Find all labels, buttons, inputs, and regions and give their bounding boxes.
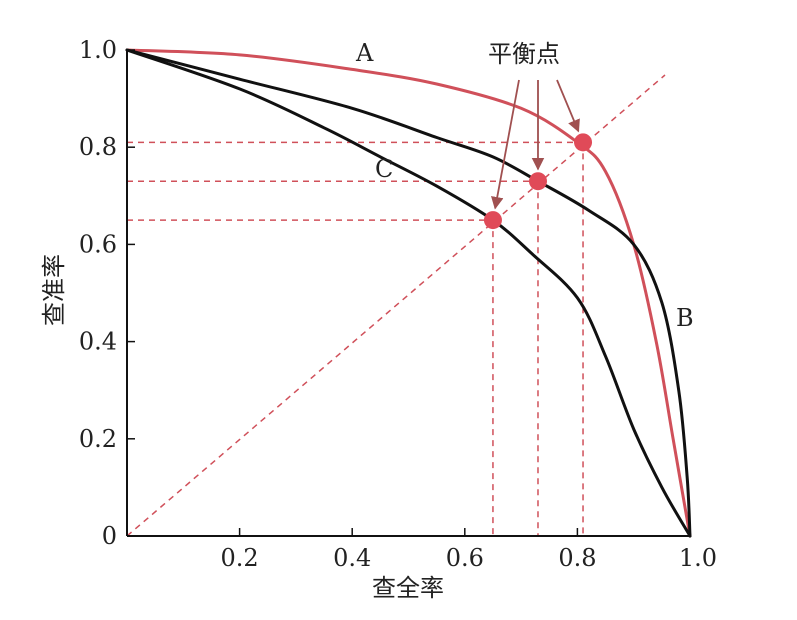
break-even-arrows bbox=[491, 79, 580, 210]
y-tick-label: 0.2 bbox=[79, 425, 117, 453]
break-even-points bbox=[483, 133, 593, 230]
x-tick-label: 1.0 bbox=[679, 544, 717, 572]
curve-label-c: C bbox=[375, 155, 393, 183]
break-even-label: 平衡点 bbox=[488, 40, 560, 68]
curve-label-a: A bbox=[355, 39, 374, 67]
curves bbox=[125, 48, 692, 538]
arrow-a bbox=[556, 79, 580, 133]
y-tick-label: 0 bbox=[102, 522, 117, 550]
x-tick-label: 0.6 bbox=[446, 544, 484, 572]
x-tick-label: 0.8 bbox=[558, 544, 596, 572]
x-tick-label: 0.2 bbox=[221, 544, 259, 572]
y-tick-label: 0.4 bbox=[79, 328, 117, 356]
axes bbox=[126, 50, 690, 537]
break-even-point-b bbox=[528, 172, 547, 191]
curve-a bbox=[125, 48, 692, 538]
break-even-point-c bbox=[483, 211, 502, 230]
tick-labels: 0.2 0.4 0.6 0.8 1.0 0 0.2 0.4 0.6 0.8 1.0 bbox=[79, 36, 717, 572]
x-tick-label: 0.4 bbox=[333, 544, 371, 572]
y-tick-label: 0.8 bbox=[79, 133, 117, 161]
x-axis-title: 查全率 bbox=[372, 574, 444, 602]
arrow-c bbox=[491, 79, 520, 210]
curve-label-b: B bbox=[676, 304, 694, 332]
y-tick-label: 1.0 bbox=[79, 36, 117, 64]
curve-b bbox=[125, 48, 692, 538]
y-axis-title: 查准率 bbox=[40, 254, 68, 326]
curve-c bbox=[125, 48, 692, 538]
guide-lines bbox=[126, 74, 666, 537]
break-even-point-a bbox=[574, 133, 593, 152]
diagonal-line bbox=[126, 74, 666, 537]
y-tick-label: 0.6 bbox=[79, 230, 117, 258]
